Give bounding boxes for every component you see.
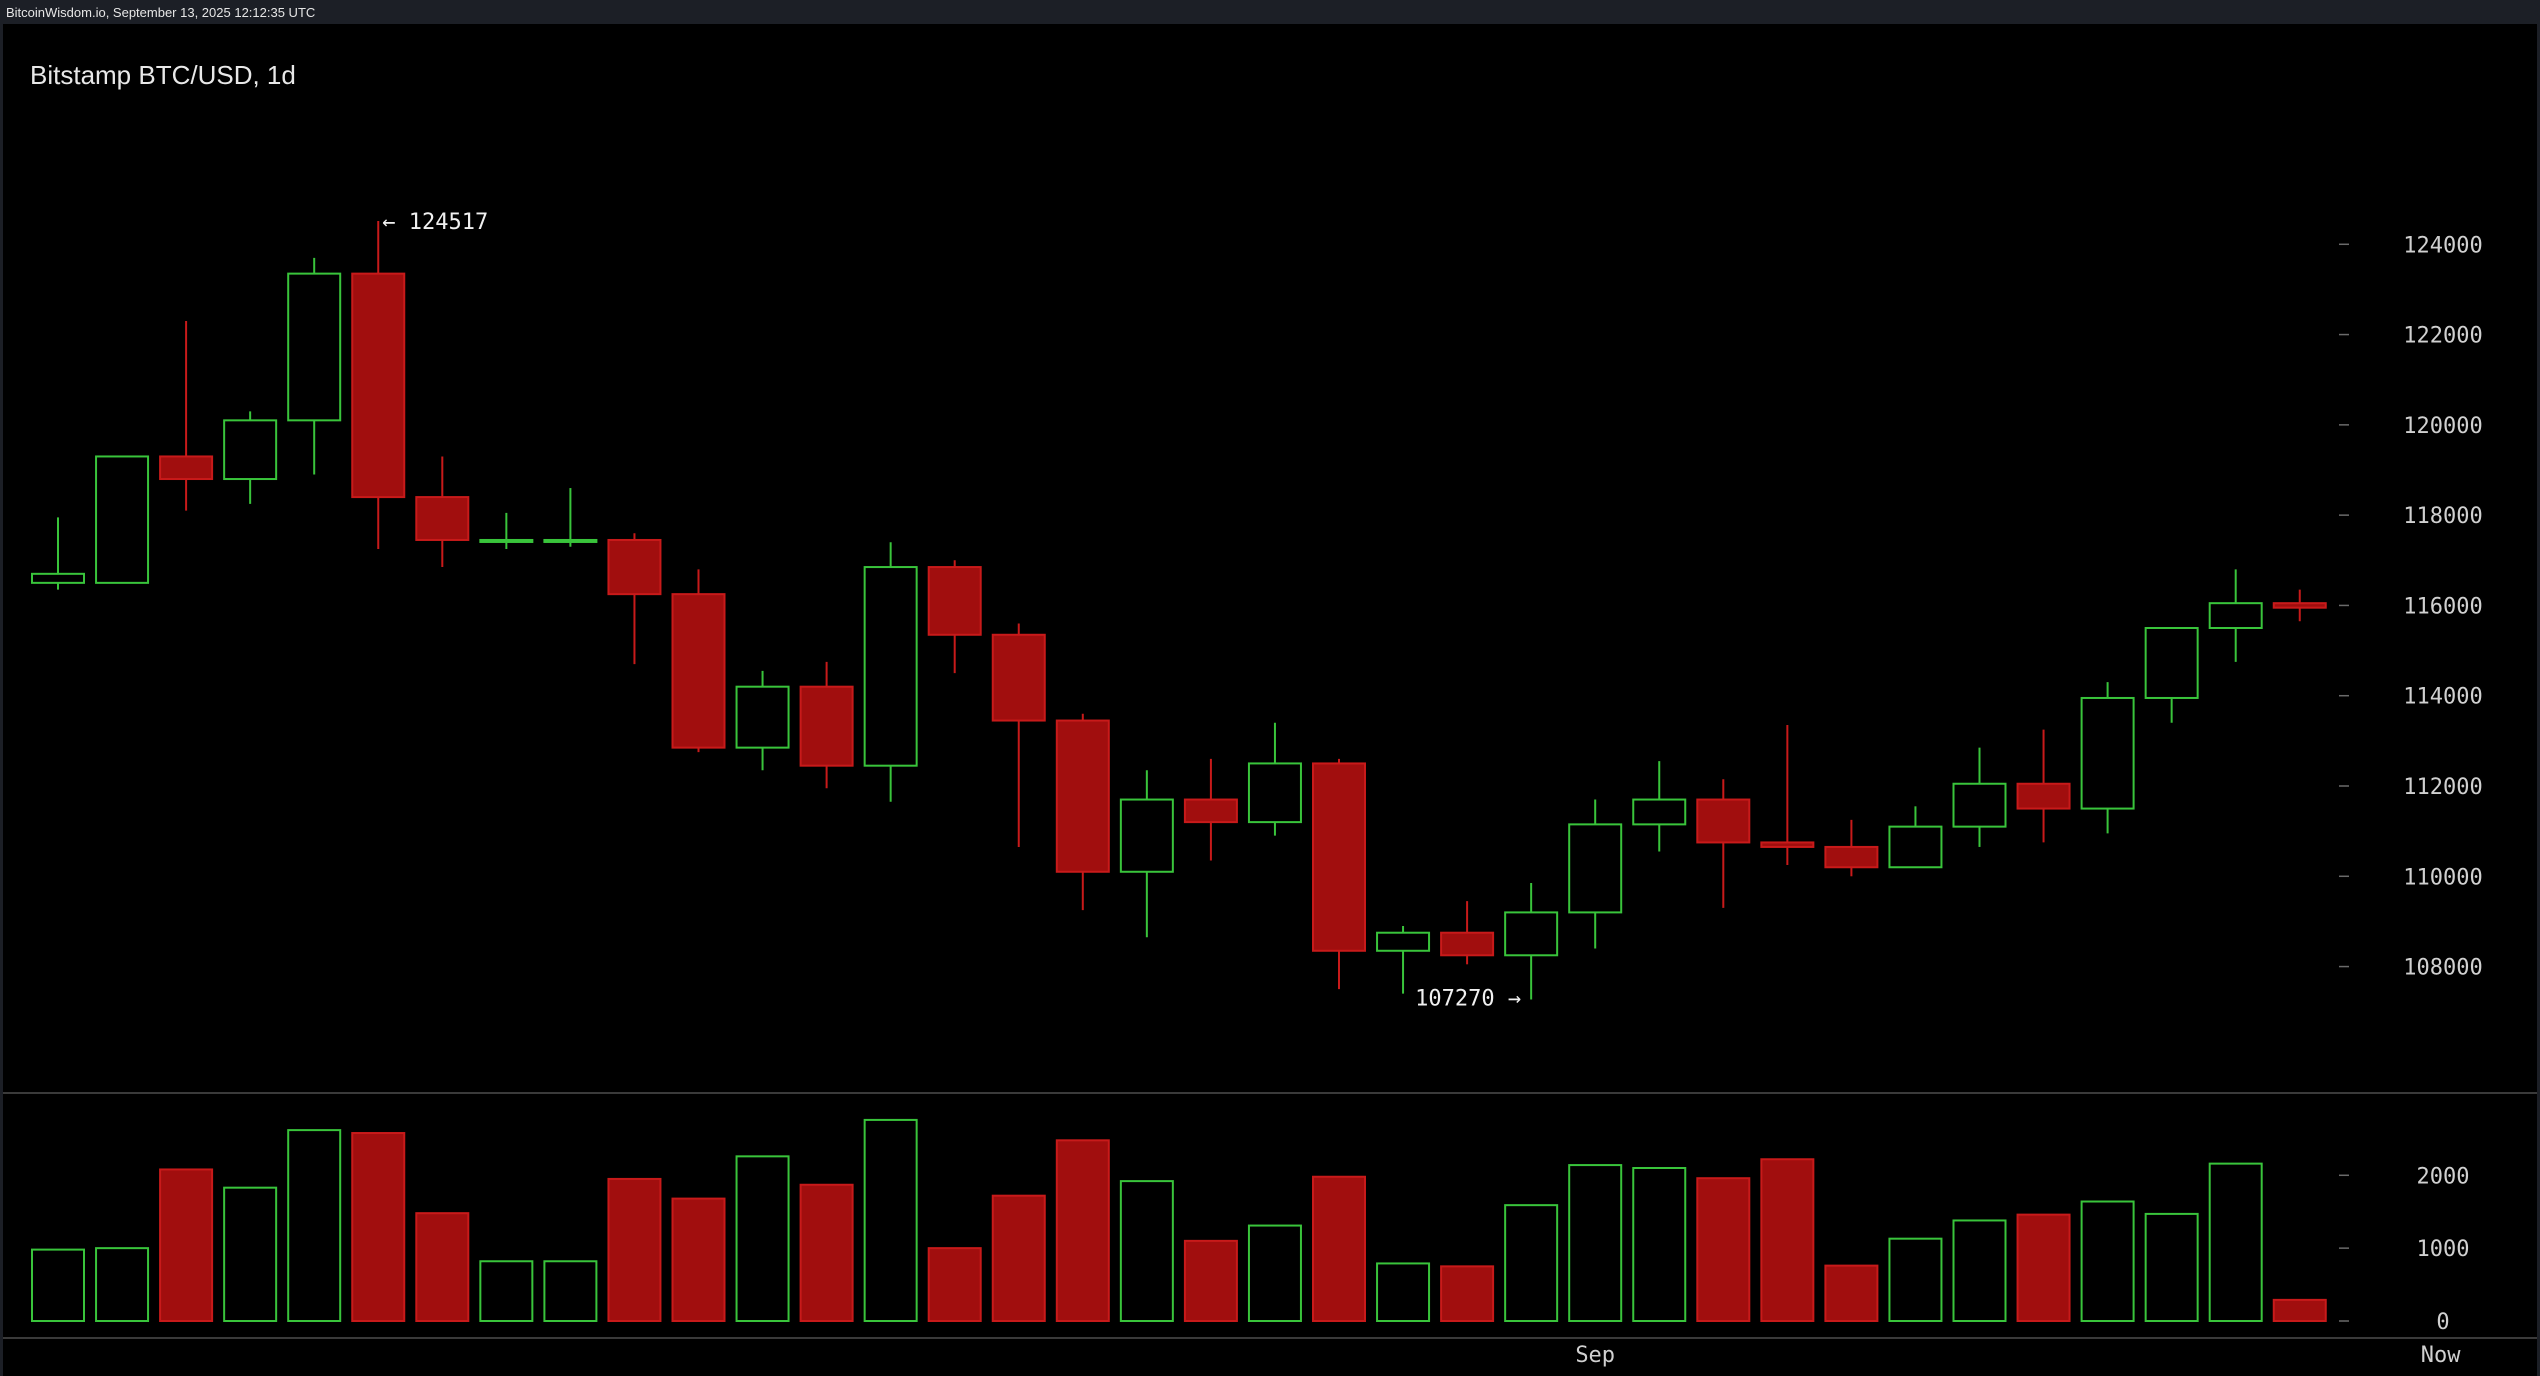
candle-body-up	[1952, 782, 2007, 828]
candle-body-up	[31, 572, 85, 584]
candle-body-up	[2080, 696, 2135, 810]
volume-bar-up	[2080, 1200, 2135, 1322]
volume-bar-up	[31, 1248, 85, 1322]
price-tick-label: 112000	[2403, 775, 2482, 800]
volume-bar-down	[671, 1197, 726, 1322]
volume-bar-down	[1055, 1139, 1110, 1323]
volume-bar-down	[351, 1132, 406, 1322]
volume-bar-up	[1568, 1164, 1623, 1322]
candle-body-down	[1055, 719, 1110, 873]
low-annotation: 107270 →	[1415, 987, 1521, 1012]
price-tick-label: 110000	[2403, 865, 2482, 890]
candle-body-down	[351, 272, 406, 499]
volume-bar-up	[543, 1260, 598, 1323]
candle-body-up	[1119, 798, 1174, 873]
volume-bar-down	[1183, 1239, 1238, 1323]
volume-bar-up	[2208, 1162, 2263, 1322]
volume-bar-up	[95, 1247, 150, 1322]
volume-bar-up	[479, 1260, 534, 1323]
candle-body-up	[1568, 823, 1623, 914]
candle-body-up	[543, 538, 598, 543]
candle-body-down	[415, 496, 470, 541]
volume-bar-down	[607, 1177, 662, 1323]
volume-bar-up	[1888, 1237, 1943, 1322]
candle-body-down	[1183, 798, 1238, 824]
candle-body-up	[1632, 798, 1687, 826]
volume-bar-down	[1312, 1175, 1366, 1322]
candle-body-up	[1247, 762, 1302, 824]
candle-body-down	[2272, 602, 2327, 609]
volume-bar-up	[863, 1118, 918, 1323]
candle-body-up	[95, 455, 150, 584]
candle-body-down	[1696, 798, 1751, 844]
volume-bar-down	[159, 1168, 214, 1323]
candle-body-down	[799, 685, 854, 767]
candle-body-down	[607, 538, 662, 596]
price-tick-label: 108000	[2403, 956, 2482, 981]
volume-bar-up	[1632, 1167, 1687, 1322]
candle-body-up	[2208, 602, 2263, 630]
volume-bar-down	[799, 1183, 854, 1323]
volume-bar-up	[287, 1129, 342, 1322]
volume-bar-up	[1119, 1180, 1174, 1322]
chart-title: Bitstamp BTC/USD, 1d	[30, 60, 296, 90]
price-tick-label: 122000	[2403, 324, 2482, 349]
price-tick-label: 114000	[2403, 685, 2482, 710]
candle-body-up	[223, 419, 278, 481]
candle-body-up	[2144, 627, 2199, 699]
candle-body-down	[1824, 845, 1879, 869]
x-axis-label-sep: Sep	[1575, 1343, 1615, 1368]
volume-bar-up	[1504, 1204, 1559, 1322]
volume-bar-up	[2144, 1212, 2199, 1323]
candle-body-down	[991, 633, 1046, 722]
price-tick-label: 118000	[2403, 504, 2482, 529]
candle-body-down	[1440, 931, 1495, 957]
candle-body-up	[1376, 931, 1431, 952]
top-bar: BitcoinWisdom.io, September 13, 2025 12:…	[0, 0, 2540, 24]
chart-panel: 108000 110000 112000 114000 116000 118000 1200…	[3, 24, 2537, 1376]
source-timestamp: BitcoinWisdom.io, September 13, 2025 12:…	[6, 5, 316, 20]
candle-body-down	[159, 455, 214, 481]
candle-body-down	[2016, 782, 2071, 810]
volume-bar-down	[2272, 1298, 2327, 1323]
volume-bar-down	[2016, 1213, 2071, 1322]
volume-bar-down	[1824, 1264, 1879, 1322]
price-tick-label: 116000	[2403, 594, 2482, 619]
volume-bar-up	[1247, 1224, 1302, 1322]
volume-bar-up	[223, 1186, 278, 1322]
volume-bar-up	[1376, 1262, 1431, 1323]
price-volume-chart: 108000 110000 112000 114000 116000 118000 1200…	[3, 210, 2537, 1368]
candle-body-up	[1888, 825, 1943, 869]
candle-body-up	[863, 566, 918, 767]
candle-body-down	[671, 593, 726, 749]
volume-bar-down	[415, 1212, 470, 1322]
candle-body-down	[1760, 841, 1815, 848]
volume-bar-down	[991, 1194, 1046, 1322]
volume-tick-label: 0	[2436, 1310, 2449, 1335]
volume-bar-down	[927, 1247, 982, 1322]
volume-bar-up	[1952, 1219, 2007, 1323]
volume-tick-label: 1000	[2417, 1237, 2470, 1262]
candle-body-up	[479, 538, 534, 543]
volume-bar-down	[1440, 1265, 1495, 1323]
candle-body-down	[1312, 762, 1366, 952]
candle-body-up	[1504, 911, 1559, 957]
x-axis-label-now: Now	[2421, 1343, 2461, 1368]
high-annotation: ← 124517	[382, 210, 488, 235]
candle-body-up	[735, 685, 790, 749]
volume-bar-up	[735, 1155, 790, 1323]
price-tick-label: 120000	[2403, 414, 2482, 439]
volume-tick-label: 2000	[2417, 1164, 2470, 1189]
volume-bar-down	[1696, 1177, 1751, 1322]
price-tick-label: 124000	[2403, 233, 2482, 258]
candle-body-up	[287, 272, 342, 422]
candle-body-down	[927, 566, 982, 636]
volume-bar-down	[1760, 1158, 1815, 1323]
